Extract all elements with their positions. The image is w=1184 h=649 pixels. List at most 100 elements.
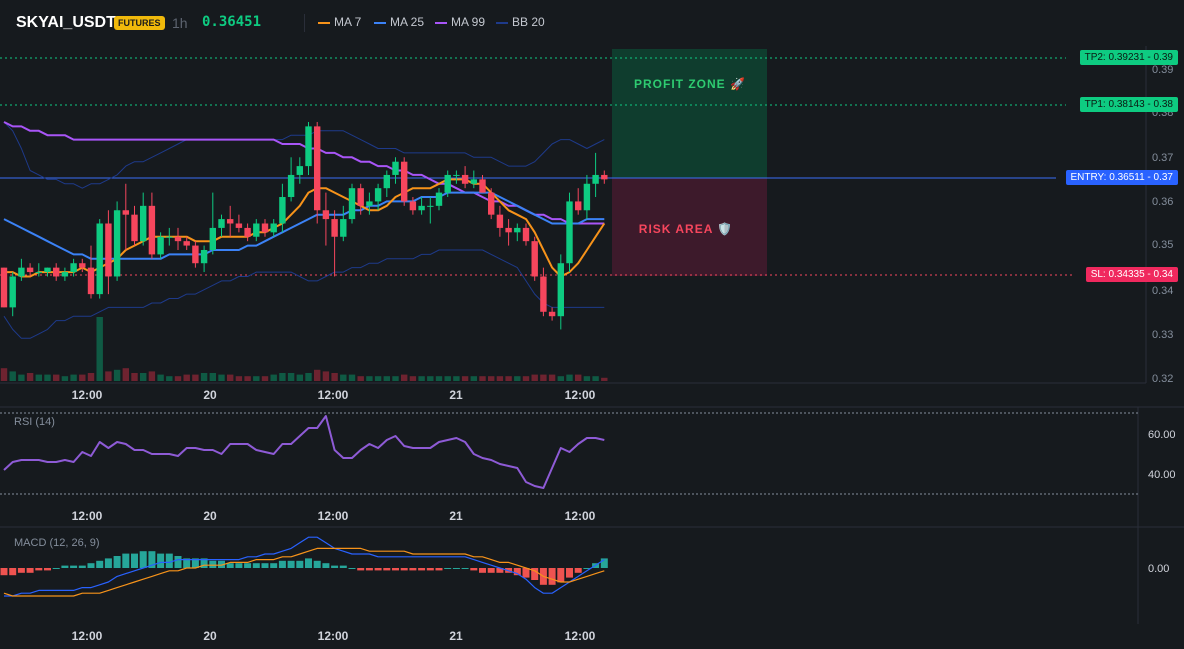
timeframe-label[interactable]: 1h — [172, 15, 188, 31]
volume-bar — [418, 376, 425, 381]
candle-body — [26, 267, 34, 273]
volume-bar — [322, 371, 330, 381]
macd-histogram-bar — [461, 568, 469, 569]
symbol-name[interactable]: SKYAI_USDT — [16, 14, 116, 31]
macd-label: MACD (12, 26, 9) — [14, 537, 100, 549]
time-tick: 21 — [449, 629, 463, 643]
time-tick: 12:00 — [318, 388, 349, 402]
candle-body — [35, 272, 42, 274]
volume-bar — [96, 317, 103, 381]
time-tick: 12:00 — [72, 629, 103, 643]
candle-body — [209, 227, 216, 250]
macd-histogram-bar — [261, 563, 269, 568]
candle-body — [53, 267, 60, 277]
legend-ma25-label: MA 25 — [390, 15, 425, 29]
volume-bar — [287, 373, 295, 381]
macd-histogram-bar — [296, 560, 304, 568]
candle-body — [401, 161, 408, 202]
price-tick: 0.33 — [1152, 329, 1173, 341]
macd-histogram-bar — [226, 563, 234, 568]
volume-bar — [601, 377, 608, 381]
time-axis-macd: 12:00 20 12:00 21 12:00 — [72, 629, 596, 643]
candle-body — [96, 223, 103, 295]
candle-body — [261, 223, 269, 233]
time-axis-rsi: 12:00 20 12:00 21 12:00 — [72, 509, 596, 523]
time-tick: 12:00 — [565, 388, 596, 402]
macd-histogram-bar — [479, 568, 486, 573]
volume-bar — [87, 373, 95, 381]
volume-bar — [44, 374, 51, 381]
candle-body — [305, 126, 312, 167]
volume-bar — [9, 371, 16, 381]
legend-ma25[interactable]: MA 25 — [374, 15, 424, 29]
macd-histogram-bar — [426, 568, 434, 571]
macd-histogram-bar — [487, 568, 495, 573]
futures-badge: FUTURES — [114, 16, 165, 30]
volume-bar — [227, 374, 234, 381]
ma25-line — [3, 191, 605, 260]
volume-bar — [357, 376, 364, 381]
volume-bar — [575, 374, 582, 381]
legend-ma99[interactable]: MA 99 — [435, 15, 485, 29]
candle-body — [113, 210, 121, 277]
volume-bar — [488, 376, 495, 381]
macd-histogram-bar — [52, 568, 60, 569]
macd-histogram-bar — [44, 568, 51, 571]
candle-body — [70, 263, 77, 273]
legend-bb20[interactable]: BB 20 — [496, 15, 545, 29]
candle-body — [174, 236, 182, 242]
time-tick: 12:00 — [72, 509, 103, 523]
volume-bar — [348, 374, 356, 381]
volume-bar — [331, 373, 338, 381]
price-tick: 0.37 — [1152, 152, 1173, 164]
candle-body — [409, 201, 417, 211]
legend-ma7[interactable]: MA 7 — [318, 15, 361, 29]
candle-body — [122, 210, 129, 215]
volume-bar — [305, 373, 312, 381]
volume-bar — [514, 376, 521, 381]
volume-bar — [0, 368, 8, 381]
volume-bar — [592, 376, 599, 381]
volume-bar — [235, 376, 243, 381]
volume-bar — [105, 371, 112, 381]
volume-bar — [148, 371, 156, 381]
volume-bar — [253, 376, 260, 381]
candle-body — [235, 223, 243, 228]
candle-body — [575, 201, 582, 211]
candle-body — [461, 174, 469, 184]
volume-bar — [496, 376, 504, 381]
macd-histogram-bar — [252, 563, 260, 568]
time-tick: 20 — [203, 509, 217, 523]
candles[interactable] — [0, 121, 608, 330]
rsi-tick: 60.00 — [1148, 429, 1176, 441]
candle-body — [488, 192, 495, 215]
macd-histogram-bar — [435, 568, 443, 571]
bb-upper-line — [3, 121, 605, 189]
macd-signal-line — [3, 547, 605, 597]
macd-histogram-bar — [557, 568, 565, 583]
moving-averages — [3, 121, 606, 278]
volume-bar — [183, 374, 190, 381]
volume-bar — [270, 374, 277, 381]
candle-body — [131, 214, 138, 242]
candle-body — [218, 219, 225, 228]
candle-body — [61, 272, 69, 277]
bb20-swatch — [496, 21, 508, 24]
rsi-series — [3, 415, 605, 489]
volume-bar — [157, 374, 164, 381]
macd-histogram-bar — [531, 568, 539, 580]
macd-histogram-bar — [322, 563, 330, 568]
profit-zone-label: PROFIT ZONE 🚀 — [634, 77, 746, 91]
macd-histogram-bar — [339, 565, 347, 568]
volume-bar — [218, 374, 225, 381]
candle-body — [514, 227, 521, 233]
macd-histogram-bar — [104, 558, 112, 568]
candle-body — [374, 188, 382, 202]
macd-histogram-bar — [418, 568, 426, 571]
ma7-swatch — [318, 21, 330, 24]
macd-histogram-bar — [600, 558, 608, 568]
macd-histogram-bar — [209, 560, 217, 568]
macd-series — [0, 536, 608, 597]
last-price: 0.36451 — [202, 14, 262, 30]
